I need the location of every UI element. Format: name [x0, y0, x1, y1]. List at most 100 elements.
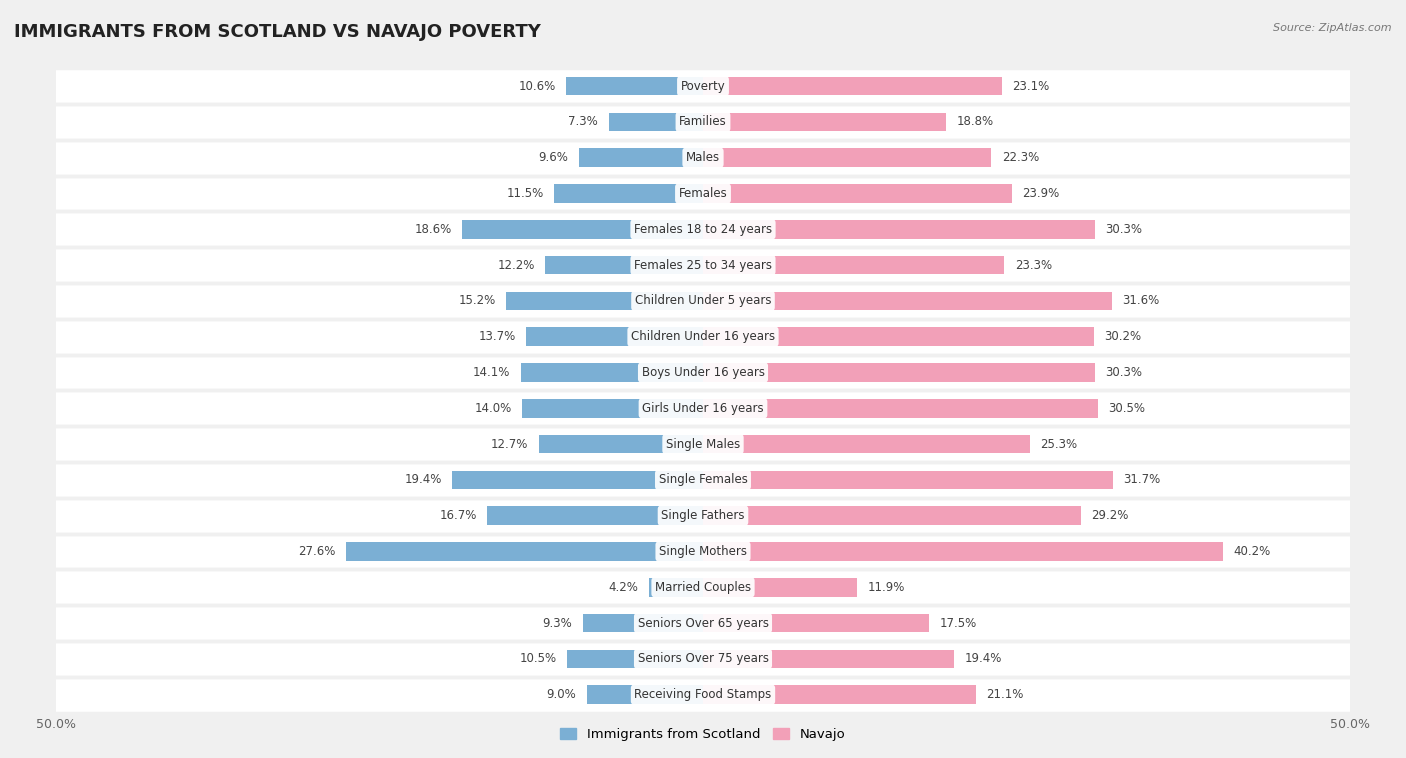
Bar	[554, 184, 703, 203]
Bar	[0, 355, 1406, 390]
Text: 27.6%: 27.6%	[298, 545, 336, 558]
Bar	[703, 578, 856, 597]
Text: Children Under 5 years: Children Under 5 years	[634, 294, 772, 308]
Bar	[0, 211, 1406, 247]
Text: 30.5%: 30.5%	[1108, 402, 1144, 415]
Text: Families: Families	[679, 115, 727, 128]
Text: 9.6%: 9.6%	[538, 151, 568, 164]
Bar	[0, 68, 1406, 104]
Bar	[546, 255, 703, 274]
Text: 9.3%: 9.3%	[543, 616, 572, 630]
Text: Single Males: Single Males	[666, 437, 740, 450]
Bar	[703, 685, 976, 704]
Bar	[586, 685, 703, 704]
Bar	[0, 247, 1406, 283]
Text: Receiving Food Stamps: Receiving Food Stamps	[634, 688, 772, 701]
Text: 30.3%: 30.3%	[1105, 223, 1142, 236]
Bar	[0, 104, 1406, 139]
Text: Single Fathers: Single Fathers	[661, 509, 745, 522]
Bar	[0, 641, 1406, 677]
Text: IMMIGRANTS FROM SCOTLAND VS NAVAJO POVERTY: IMMIGRANTS FROM SCOTLAND VS NAVAJO POVER…	[14, 23, 541, 41]
Bar	[0, 498, 1406, 534]
Bar	[703, 77, 1002, 96]
Bar	[463, 220, 703, 239]
Text: 30.2%: 30.2%	[1104, 330, 1142, 343]
Bar	[703, 292, 1112, 310]
Text: 18.6%: 18.6%	[415, 223, 453, 236]
Bar	[703, 399, 1098, 418]
Bar	[0, 319, 1406, 355]
Text: Seniors Over 65 years: Seniors Over 65 years	[637, 616, 769, 630]
Bar	[703, 650, 953, 668]
Text: 29.2%: 29.2%	[1091, 509, 1129, 522]
Text: Single Females: Single Females	[658, 473, 748, 487]
Text: 23.3%: 23.3%	[1015, 258, 1052, 271]
Text: 13.7%: 13.7%	[478, 330, 516, 343]
Bar	[0, 677, 1406, 713]
Bar	[703, 435, 1031, 453]
Text: Source: ZipAtlas.com: Source: ZipAtlas.com	[1274, 23, 1392, 33]
Text: 40.2%: 40.2%	[1233, 545, 1271, 558]
Bar	[0, 390, 1406, 426]
Text: 17.5%: 17.5%	[939, 616, 977, 630]
Bar	[486, 506, 703, 525]
Text: Seniors Over 75 years: Seniors Over 75 years	[637, 653, 769, 666]
Bar	[453, 471, 703, 489]
Text: 11.5%: 11.5%	[506, 187, 544, 200]
Text: 16.7%: 16.7%	[439, 509, 477, 522]
Text: 12.2%: 12.2%	[498, 258, 534, 271]
Text: 15.2%: 15.2%	[458, 294, 496, 308]
Bar	[522, 399, 703, 418]
Text: 30.3%: 30.3%	[1105, 366, 1142, 379]
Text: 4.2%: 4.2%	[609, 581, 638, 594]
Text: Girls Under 16 years: Girls Under 16 years	[643, 402, 763, 415]
Text: 25.3%: 25.3%	[1040, 437, 1078, 450]
Bar	[703, 327, 1094, 346]
Bar	[0, 176, 1406, 211]
Text: Poverty: Poverty	[681, 80, 725, 92]
Text: 23.9%: 23.9%	[1022, 187, 1060, 200]
Text: 14.1%: 14.1%	[472, 366, 510, 379]
Text: 14.0%: 14.0%	[474, 402, 512, 415]
Legend: Immigrants from Scotland, Navajo: Immigrants from Scotland, Navajo	[561, 728, 845, 741]
Text: 12.7%: 12.7%	[491, 437, 529, 450]
Text: 9.0%: 9.0%	[547, 688, 576, 701]
Text: Females: Females	[679, 187, 727, 200]
Text: Females 25 to 34 years: Females 25 to 34 years	[634, 258, 772, 271]
Bar	[0, 426, 1406, 462]
Bar	[703, 149, 991, 167]
Bar	[538, 435, 703, 453]
Bar	[506, 292, 703, 310]
Bar	[579, 149, 703, 167]
Text: Single Mothers: Single Mothers	[659, 545, 747, 558]
Text: Boys Under 16 years: Boys Under 16 years	[641, 366, 765, 379]
Text: 22.3%: 22.3%	[1002, 151, 1039, 164]
Text: 10.6%: 10.6%	[519, 80, 555, 92]
Bar	[703, 220, 1095, 239]
Text: 31.7%: 31.7%	[1123, 473, 1160, 487]
Bar	[703, 363, 1095, 382]
Bar	[567, 650, 703, 668]
Bar	[703, 471, 1114, 489]
Text: 31.6%: 31.6%	[1122, 294, 1160, 308]
Bar	[648, 578, 703, 597]
Bar	[526, 327, 703, 346]
Text: Married Couples: Married Couples	[655, 581, 751, 594]
Text: 7.3%: 7.3%	[568, 115, 598, 128]
Bar	[582, 614, 703, 632]
Bar	[609, 113, 703, 131]
Bar	[0, 462, 1406, 498]
Text: 18.8%: 18.8%	[956, 115, 994, 128]
Bar	[703, 542, 1223, 561]
Bar	[346, 542, 703, 561]
Bar	[0, 569, 1406, 605]
Text: Females 18 to 24 years: Females 18 to 24 years	[634, 223, 772, 236]
Bar	[565, 77, 703, 96]
Bar	[520, 363, 703, 382]
Text: 11.9%: 11.9%	[868, 581, 904, 594]
Text: 19.4%: 19.4%	[405, 473, 441, 487]
Bar	[703, 113, 946, 131]
Bar	[703, 506, 1081, 525]
Bar	[0, 139, 1406, 176]
Text: 10.5%: 10.5%	[520, 653, 557, 666]
